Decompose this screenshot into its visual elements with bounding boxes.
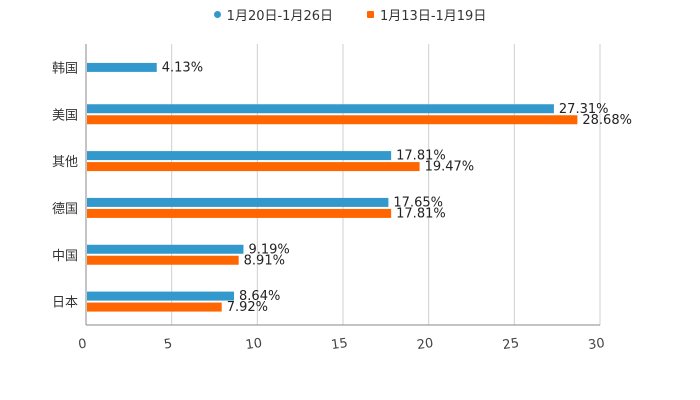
bar-week2-2 <box>87 162 420 172</box>
category-label-3: 德国 <box>52 202 78 217</box>
x-tick-label-25: 25 <box>502 336 520 353</box>
legend-label-week2: 1月13日-1月19日 <box>380 8 487 24</box>
x-tick-label-10: 10 <box>245 336 263 353</box>
legend-item-week1[interactable]: 1月20日-1月26日 <box>213 5 333 24</box>
x-tick-label-5: 5 <box>163 337 173 353</box>
data-label-week1-5: 8.64% <box>239 289 280 304</box>
data-label-week2-2: 19.47% <box>425 160 475 175</box>
data-label-week1-3: 17.65% <box>393 195 443 210</box>
bar-week1-5 <box>87 291 235 301</box>
category-label-5: 日本 <box>52 296 78 311</box>
legend-marker-week1 <box>213 10 221 18</box>
data-label-week1-1: 27.31% <box>559 102 609 117</box>
bar-week1-2 <box>87 151 392 161</box>
data-label-week2-4: 8.91% <box>244 253 285 268</box>
x-tick-label-15: 15 <box>330 336 348 353</box>
bar-week2-4 <box>87 255 239 265</box>
category-label-0: 韩国 <box>52 61 78 76</box>
data-label-week1-4: 9.19% <box>248 242 289 257</box>
x-tick-label-0: 0 <box>77 337 87 353</box>
data-label-week2-5: 7.92% <box>227 300 268 315</box>
data-label-week1-2: 17.81% <box>396 149 446 164</box>
category-label-2: 其他 <box>52 155 78 170</box>
bar-week2-3 <box>87 208 392 218</box>
legend-item-week2[interactable]: 1月13日-1月19日 <box>367 5 486 24</box>
data-label-week2-1: 28.68% <box>582 113 632 128</box>
bar-week1-0 <box>87 62 157 72</box>
category-label-4: 中国 <box>52 249 78 264</box>
bar-week2-5 <box>87 302 222 312</box>
bar-week1-1 <box>87 104 554 114</box>
data-label-week2-3: 17.81% <box>396 206 446 221</box>
x-tick-label-20: 20 <box>416 336 434 353</box>
bar-week2-1 <box>87 115 578 125</box>
legend: 1月20日-1月26日 1月13日-1月19日 <box>0 4 700 24</box>
category-label-1: 美国 <box>52 108 78 123</box>
bar-week1-3 <box>87 197 389 207</box>
data-label-week1-0: 4.13% <box>162 60 203 75</box>
legend-marker-week2 <box>367 10 374 18</box>
legend-label-week1: 1月20日-1月26日 <box>226 8 333 24</box>
bar-week1-4 <box>87 244 244 254</box>
x-tick-label-30: 30 <box>587 336 605 353</box>
